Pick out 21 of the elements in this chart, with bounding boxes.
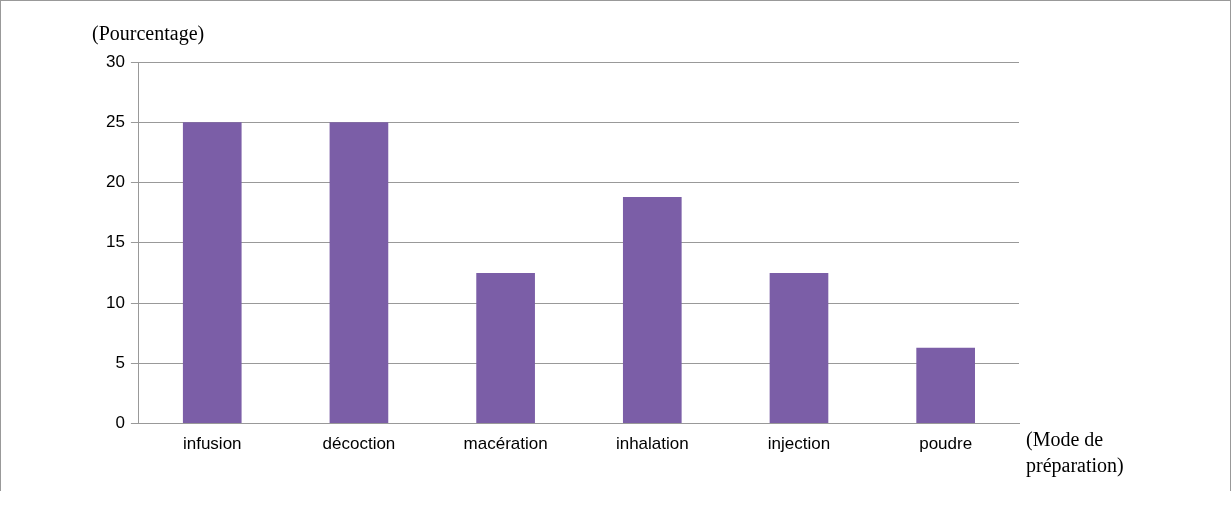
x-tick-label: poudre (919, 434, 973, 454)
bar (329, 122, 389, 424)
y-tick-label: 0 (115, 413, 125, 433)
bar (769, 272, 829, 424)
x-tick-label: macération (463, 434, 548, 454)
bar (916, 347, 975, 424)
x-tick-label: infusion (182, 434, 242, 454)
x-tick-label: injection (767, 434, 831, 454)
bar (622, 197, 682, 424)
y-axis-title: (Pourcentage) (92, 22, 205, 45)
y-tick-label: 15 (105, 232, 125, 252)
x-tick-label: inhalation (615, 434, 689, 454)
y-tick-label: 30 (105, 51, 125, 71)
bar (182, 122, 242, 424)
x-axis-title: (Mode de préparation) (1026, 427, 1125, 478)
y-tick-label: 20 (105, 172, 125, 192)
y-tick-label: 10 (105, 292, 125, 312)
bar (476, 272, 535, 424)
y-tick-label: 5 (115, 353, 125, 373)
x-tick-label: décoction (322, 434, 396, 454)
y-tick-label: 25 (105, 111, 125, 131)
